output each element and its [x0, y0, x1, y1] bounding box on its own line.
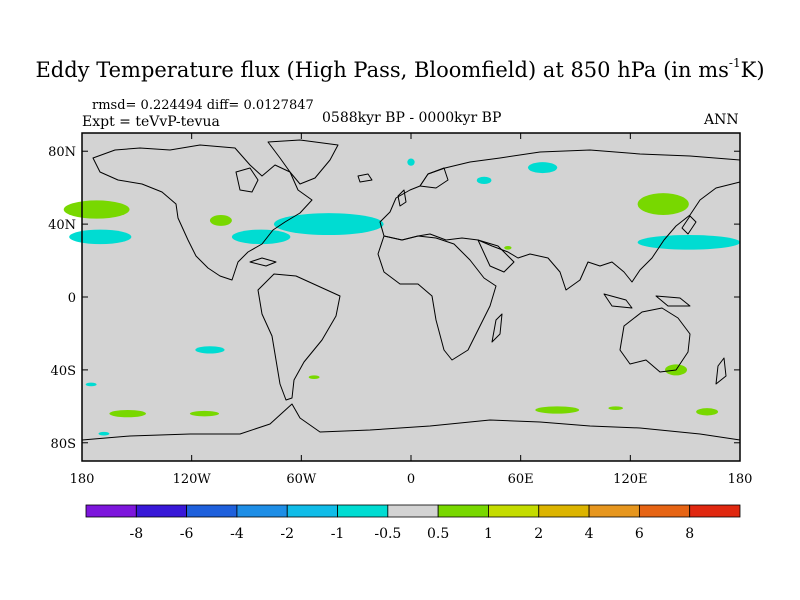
anomaly-s-ocean-cyan-2	[98, 431, 110, 436]
anomaly-s-ocean-green-2	[189, 410, 220, 417]
anomaly-e-us-cyan	[231, 229, 291, 245]
colorbar-swatch	[689, 504, 741, 518]
anomaly-barents-cyan	[476, 176, 492, 185]
colorbar-swatch	[186, 504, 238, 518]
coastline-hudson-bay	[235, 167, 259, 193]
colorbar-label: -1	[331, 526, 345, 542]
experiment-label: Expt = teVvP-tevua	[82, 114, 220, 130]
colorbar-swatch	[85, 504, 137, 518]
x-tick-label: 120W	[173, 472, 212, 487]
colorbar-label: 0.5	[427, 526, 449, 542]
anomaly-s-pacific-cyan	[195, 346, 225, 354]
colorbar-label: -0.5	[374, 526, 401, 542]
colorbar-swatch	[387, 504, 439, 518]
y-axis: 80N 40N 0 40S 80S	[48, 145, 740, 452]
anomaly-regions	[63, 158, 740, 436]
coastlines	[81, 139, 741, 441]
coastline-australia	[619, 307, 691, 373]
anomaly-s-indian-green-2	[608, 406, 624, 410]
coastline-greenland	[267, 139, 339, 185]
colorbar-swatch	[337, 504, 389, 518]
x-tick-label: 120E	[613, 472, 647, 487]
y-tick-label: 0	[68, 291, 76, 306]
colorbar-swatch	[437, 504, 489, 518]
coastline-new-guinea	[655, 295, 691, 307]
coastline-madagascar	[491, 313, 503, 343]
map-plot: 180 120W 60W 0 60E 120E 180 80N 40N 0 40S 80S	[48, 132, 753, 487]
colorbar-swatch	[638, 504, 691, 518]
title-superscript: -1	[728, 56, 741, 70]
colorbar-label: -6	[180, 526, 194, 542]
y-tick-label: 80N	[48, 145, 76, 160]
coastline-indonesia	[603, 293, 633, 309]
x-tick-label: 60W	[286, 472, 317, 487]
anomaly-s-ocean-green-1	[109, 409, 146, 418]
colorbar-swatch	[236, 504, 288, 518]
colorbar-label: -4	[230, 526, 244, 542]
coastline-britain	[397, 189, 407, 207]
colorbar-swatch	[135, 504, 188, 518]
coastline-arabia	[477, 239, 515, 273]
anomaly-s-ocean-cyan-west	[85, 382, 97, 387]
anomaly-nw-pacific-green	[637, 193, 689, 215]
map-background	[82, 133, 740, 461]
colorbar-label: 6	[635, 526, 644, 542]
anomaly-ne-pacific-green	[209, 215, 232, 226]
stats-text: rmsd= 0.224494 diff= 0.0127847	[92, 98, 314, 113]
y-tick-label: 80S	[51, 437, 76, 452]
title-tail: K)	[740, 58, 765, 82]
coastline-scandinavia	[419, 167, 449, 189]
x-tick-label: 0	[407, 472, 415, 487]
title-text: Eddy Temperature flux (High Pass, Bloomf…	[35, 58, 729, 82]
colorbar-label: 1	[484, 526, 493, 542]
y-tick-label: 40N	[48, 218, 76, 233]
anomaly-n-atlantic-cyan	[273, 213, 384, 236]
colorbar-swatch	[538, 504, 590, 518]
colorbar-swatch	[488, 504, 540, 518]
x-tick-label: 180	[728, 472, 753, 487]
colorbar-label: 4	[585, 526, 594, 542]
coastline-eurasia	[379, 149, 741, 291]
coastline-north-america	[92, 144, 313, 281]
x-tick-label: 60E	[508, 472, 534, 487]
anomaly-nw-pacific-cyan	[637, 235, 740, 250]
colorbar-swatch	[286, 504, 338, 518]
anomaly-greenland-sea-cyan	[407, 158, 415, 166]
coastline-new-zealand	[715, 357, 727, 385]
coastline-antarctica	[81, 403, 741, 441]
anomaly-arabian-green	[504, 245, 512, 250]
anomaly-s-indian-green-1	[535, 406, 580, 414]
coastline-iceland	[357, 173, 373, 183]
colorbar-label: 2	[534, 526, 543, 542]
coastline-caribbean	[249, 257, 277, 267]
colorbar-label: -2	[280, 526, 294, 542]
map-title: Eddy Temperature flux (High Pass, Bloomf…	[0, 56, 800, 82]
coastline-africa	[377, 235, 497, 361]
x-tick-label: 180	[70, 472, 95, 487]
anomaly-s-atlantic-green	[308, 375, 320, 379]
colorbar-swatch	[588, 504, 640, 518]
coastline-japan	[681, 215, 697, 235]
y-tick-label: 40S	[51, 364, 76, 379]
anomaly-n-pacific-east-green	[63, 200, 130, 219]
season-label: ANN	[704, 112, 739, 128]
anomaly-n-pacific-east-cyan	[69, 229, 132, 245]
anomaly-kara-cyan	[527, 162, 558, 174]
coastline-south-america	[257, 273, 341, 401]
period-label: 0588kyr BP - 0000kyr BP	[322, 110, 502, 126]
colorbar: -8 -6 -4 -2 -1 -0.5 0.5 1 2 4 6 8	[85, 504, 741, 542]
anomaly-s-pacific-west-green	[696, 408, 719, 416]
colorbar-label: -8	[129, 526, 143, 542]
x-axis: 180 120W 60W 0 60E 120E 180	[70, 133, 753, 487]
colorbar-label: 8	[685, 526, 694, 542]
